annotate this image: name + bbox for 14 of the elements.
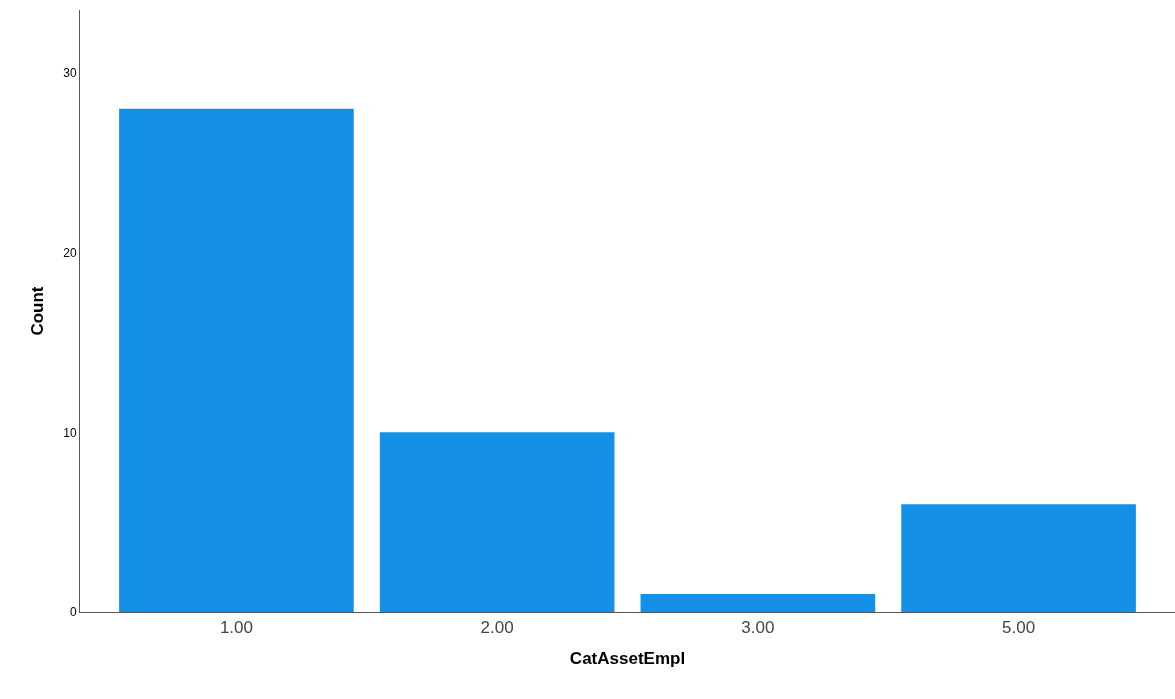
x-tick-label: 3.00 [741, 618, 775, 638]
x-tick-label: 5.00 [1002, 618, 1036, 638]
y-tick-label: 30 [63, 66, 77, 81]
x-tick-label: 2.00 [480, 618, 514, 638]
y-axis-title: Count [27, 286, 47, 336]
bar [640, 594, 876, 612]
x-tick-label: 1.00 [219, 618, 253, 638]
bar [379, 432, 615, 612]
x-axis-title: CatAssetEmpl [569, 648, 686, 668]
bar [119, 108, 354, 612]
y-tick-label: 10 [63, 425, 77, 440]
bar [901, 504, 1136, 612]
y-tick-label: 0 [69, 605, 77, 620]
y-tick-label: 20 [63, 245, 77, 260]
